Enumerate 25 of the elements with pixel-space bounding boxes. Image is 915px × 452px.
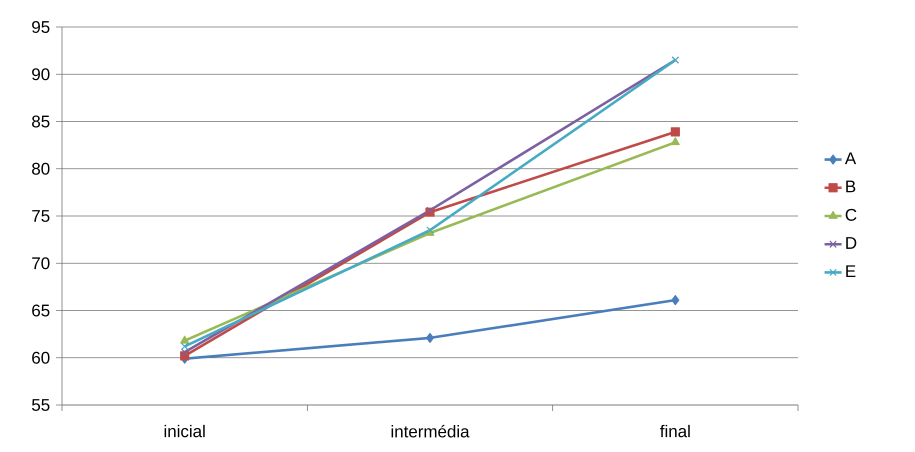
legend-label: C <box>846 208 856 221</box>
y-tick-label: 65 <box>32 304 50 316</box>
y-tick-label: 70 <box>32 257 50 270</box>
legend-label: E <box>846 265 856 277</box>
point <box>426 206 434 214</box>
point <box>426 332 434 343</box>
point <box>180 336 190 344</box>
point <box>180 348 188 356</box>
point <box>670 137 680 146</box>
y-tick-label: 60 <box>32 352 50 364</box>
legend-label: A <box>844 152 856 164</box>
legend-label: B <box>846 180 856 192</box>
y-tick-label: 75 <box>32 210 50 222</box>
legend-label: D <box>846 237 856 249</box>
x-tick-label: final <box>660 424 690 438</box>
point <box>670 127 680 136</box>
x-tick-label: inicial <box>164 424 205 438</box>
point <box>180 342 188 350</box>
y-tick-label: 90 <box>32 68 50 80</box>
y-tick-label: 55 <box>32 399 50 411</box>
y-tick-label: 95 <box>32 21 50 33</box>
y-tick-label: 85 <box>32 116 50 128</box>
y-tick-label: 80 <box>32 162 50 175</box>
point <box>671 295 680 306</box>
x-tick-label: intermédia <box>392 424 470 438</box>
